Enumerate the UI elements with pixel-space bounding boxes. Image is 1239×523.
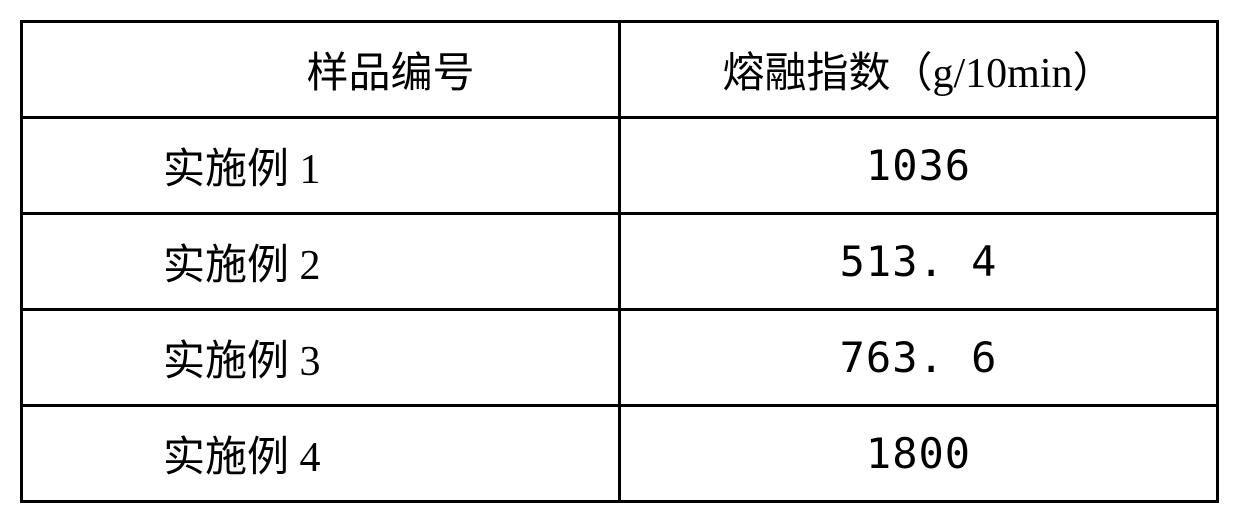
sample-cell: 实施例 3 bbox=[22, 310, 620, 406]
table-row: 实施例 2 513. 4 bbox=[22, 214, 1218, 310]
sample-cell: 实施例 1 bbox=[22, 118, 620, 214]
sample-cell: 实施例 4 bbox=[22, 406, 620, 502]
value-cell: 513. 4 bbox=[620, 214, 1218, 310]
table-row: 实施例 1 1036 bbox=[22, 118, 1218, 214]
header-sample: 样品编号 bbox=[22, 22, 620, 118]
sample-cell: 实施例 2 bbox=[22, 214, 620, 310]
melt-index-table: 样品编号 熔融指数（g/10min） 实施例 1 1036 实施例 2 513.… bbox=[20, 20, 1219, 503]
table-header-row: 样品编号 熔融指数（g/10min） bbox=[22, 22, 1218, 118]
table-row: 实施例 3 763. 6 bbox=[22, 310, 1218, 406]
header-melt-index: 熔融指数（g/10min） bbox=[620, 22, 1218, 118]
table-container: 样品编号 熔融指数（g/10min） 实施例 1 1036 实施例 2 513.… bbox=[20, 20, 1219, 503]
value-cell: 1036 bbox=[620, 118, 1218, 214]
value-cell: 763. 6 bbox=[620, 310, 1218, 406]
value-cell: 1800 bbox=[620, 406, 1218, 502]
table-row: 实施例 4 1800 bbox=[22, 406, 1218, 502]
